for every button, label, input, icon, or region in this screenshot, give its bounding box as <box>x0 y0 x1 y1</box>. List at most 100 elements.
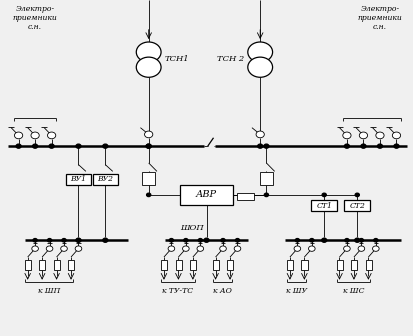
Circle shape <box>256 131 264 138</box>
Circle shape <box>358 246 365 251</box>
Circle shape <box>264 193 268 197</box>
Bar <box>66 174 91 185</box>
Circle shape <box>136 42 161 62</box>
Circle shape <box>169 239 173 242</box>
Circle shape <box>31 132 39 139</box>
Text: к ШС: к ШС <box>343 287 364 295</box>
Text: к ШУ: к ШУ <box>286 287 307 295</box>
Text: к АО: к АО <box>213 287 232 295</box>
Circle shape <box>47 239 52 242</box>
Circle shape <box>374 239 378 242</box>
Circle shape <box>344 246 350 251</box>
Circle shape <box>103 238 108 242</box>
Text: СТ1: СТ1 <box>316 202 332 210</box>
Circle shape <box>76 144 81 148</box>
Circle shape <box>361 144 366 148</box>
Bar <box>142 172 155 185</box>
Circle shape <box>377 144 382 148</box>
Bar <box>227 260 233 270</box>
Bar <box>237 193 254 200</box>
Circle shape <box>184 239 188 242</box>
Bar <box>25 260 31 270</box>
Bar <box>311 200 337 211</box>
Circle shape <box>322 193 326 197</box>
Circle shape <box>295 239 299 242</box>
Circle shape <box>373 246 379 251</box>
Text: к ШП: к ШП <box>38 287 60 295</box>
Circle shape <box>136 57 161 77</box>
Bar <box>176 260 182 270</box>
Circle shape <box>146 144 151 148</box>
Bar <box>180 185 233 205</box>
Text: АВР: АВР <box>196 191 217 199</box>
Circle shape <box>345 239 349 242</box>
Circle shape <box>168 246 175 251</box>
Text: Электро-
приемники
с.н.: Электро- приемники с.н. <box>13 5 57 32</box>
Circle shape <box>343 132 351 139</box>
Circle shape <box>197 246 204 251</box>
Circle shape <box>392 132 401 139</box>
Circle shape <box>344 144 349 148</box>
Circle shape <box>394 144 399 148</box>
Circle shape <box>221 239 225 242</box>
Bar <box>54 260 60 270</box>
Text: Электро-
приемники
с.н.: Электро- приемники с.н. <box>358 5 402 32</box>
Bar <box>190 260 196 270</box>
Circle shape <box>146 144 151 148</box>
Bar <box>213 260 219 270</box>
Circle shape <box>75 246 82 251</box>
Circle shape <box>248 57 273 77</box>
Bar <box>68 260 74 270</box>
Circle shape <box>76 239 81 242</box>
Circle shape <box>309 246 315 251</box>
Bar <box>344 200 370 211</box>
Circle shape <box>258 144 263 148</box>
Bar <box>93 174 118 185</box>
Bar <box>351 260 357 270</box>
Circle shape <box>47 132 56 139</box>
Bar <box>366 260 372 270</box>
Circle shape <box>310 239 314 242</box>
Circle shape <box>355 193 359 197</box>
Text: ШОП: ШОП <box>180 224 203 232</box>
Circle shape <box>204 238 209 242</box>
Circle shape <box>234 246 241 251</box>
Circle shape <box>355 238 360 242</box>
Bar <box>39 260 45 270</box>
Text: ТСН1: ТСН1 <box>164 55 189 63</box>
Circle shape <box>62 239 66 242</box>
Circle shape <box>147 193 151 197</box>
Bar <box>260 172 273 185</box>
Text: ВУ2: ВУ2 <box>97 175 113 183</box>
Circle shape <box>76 238 81 242</box>
Circle shape <box>49 144 54 148</box>
Bar <box>337 260 343 270</box>
Circle shape <box>103 144 108 148</box>
Circle shape <box>183 246 189 251</box>
Circle shape <box>235 239 240 242</box>
Circle shape <box>32 246 38 251</box>
Circle shape <box>376 132 384 139</box>
Circle shape <box>33 144 38 148</box>
Circle shape <box>16 144 21 148</box>
Circle shape <box>264 144 269 148</box>
Circle shape <box>14 132 23 139</box>
Circle shape <box>145 131 153 138</box>
Bar <box>287 260 293 270</box>
Circle shape <box>61 246 67 251</box>
Circle shape <box>294 246 301 251</box>
Text: к ТУ-ТС: к ТУ-ТС <box>162 287 194 295</box>
Circle shape <box>322 238 327 242</box>
Circle shape <box>248 42 273 62</box>
Circle shape <box>359 239 363 242</box>
Text: ТСН 2: ТСН 2 <box>217 55 244 63</box>
Circle shape <box>220 246 226 251</box>
Circle shape <box>33 239 37 242</box>
Circle shape <box>46 246 53 251</box>
Text: ВУ1: ВУ1 <box>71 175 86 183</box>
Bar <box>301 260 308 270</box>
Circle shape <box>198 239 202 242</box>
Circle shape <box>359 132 368 139</box>
Bar <box>161 260 167 270</box>
Text: СТ2: СТ2 <box>349 202 365 210</box>
